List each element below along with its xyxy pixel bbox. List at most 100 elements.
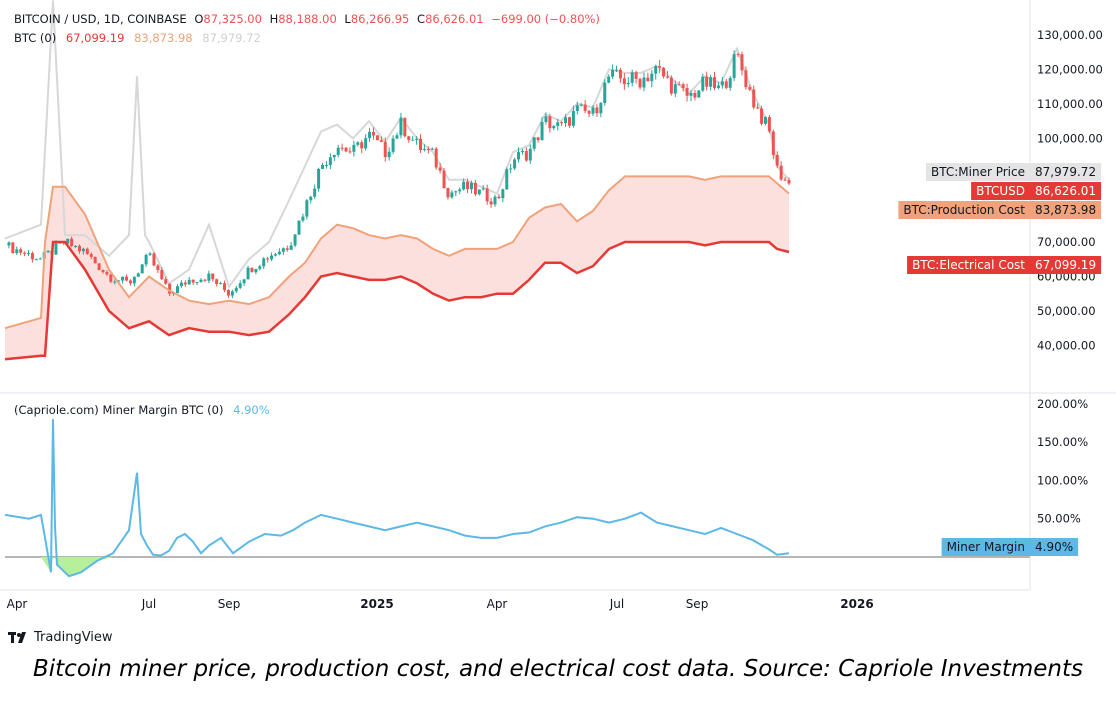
tradingview-brand[interactable]: TradingView xyxy=(8,630,113,645)
candle-body xyxy=(740,54,744,71)
candle-body xyxy=(187,279,191,285)
candle-body xyxy=(70,238,74,247)
candle-body xyxy=(317,168,321,189)
candle xyxy=(242,278,246,286)
candle-body xyxy=(473,182,477,195)
candle-body xyxy=(148,253,152,255)
candle-body xyxy=(434,148,438,168)
label-name-text: BTC:Electrical Cost xyxy=(912,258,1025,272)
candle-body xyxy=(669,77,673,94)
candle xyxy=(736,52,740,58)
margin-indicator-name[interactable]: (Capriole.com) Miner Margin BTC (0) xyxy=(14,403,223,417)
candle xyxy=(658,59,662,74)
candle xyxy=(156,264,160,274)
candle-body xyxy=(556,122,560,126)
candle xyxy=(493,194,497,207)
candle-body xyxy=(375,135,379,141)
candle xyxy=(556,118,560,131)
candle-body xyxy=(775,154,779,166)
candle xyxy=(46,250,50,254)
candle xyxy=(371,127,375,140)
candle-body xyxy=(223,283,227,291)
electrical-cost-line xyxy=(4,240,790,361)
candle xyxy=(238,280,242,290)
candle xyxy=(336,144,340,158)
candle xyxy=(756,103,760,110)
candle xyxy=(709,74,713,91)
candle xyxy=(273,252,277,257)
label-name-box xyxy=(941,538,1030,556)
candle xyxy=(324,161,328,169)
time-axis[interactable]: Apr Jul Sep 2025 Apr Jul Sep 2026 xyxy=(7,597,874,611)
label-name-box xyxy=(907,256,1030,274)
candle-body xyxy=(324,164,328,166)
candle-body xyxy=(426,149,430,151)
candle xyxy=(160,267,164,281)
indicator-miner-value: 87,979.72 xyxy=(202,31,261,45)
candle-body xyxy=(466,181,470,190)
candle xyxy=(426,146,430,154)
candle xyxy=(266,256,270,263)
candle-body xyxy=(658,66,662,68)
indicator-electrical-value: 67,099.19 xyxy=(66,31,125,45)
candle xyxy=(230,289,234,299)
candle-body xyxy=(77,245,81,252)
candle-body xyxy=(11,242,15,254)
candle-body xyxy=(34,259,38,261)
candle-body xyxy=(250,267,254,273)
candle xyxy=(89,252,93,260)
production-cost-line xyxy=(4,175,790,330)
candle xyxy=(520,148,524,155)
candle xyxy=(603,79,607,106)
legend-row-1[interactable]: BITCOIN / USD, 1D, COINBASE O87,325.00 H… xyxy=(14,12,600,26)
candle-body xyxy=(136,273,140,277)
candle-body xyxy=(281,248,285,252)
candle-body xyxy=(125,276,129,281)
candle-body xyxy=(415,138,419,140)
candle-body xyxy=(207,273,211,281)
candle-body xyxy=(211,273,215,280)
candle xyxy=(293,234,297,248)
label-value-box xyxy=(1030,182,1102,200)
candle xyxy=(618,68,622,83)
candle xyxy=(297,220,301,236)
candle xyxy=(399,112,403,139)
high-label: H xyxy=(270,12,279,26)
candle-body xyxy=(430,148,434,150)
candle xyxy=(446,187,450,200)
candle xyxy=(195,281,199,285)
candle xyxy=(313,184,317,199)
candle xyxy=(215,278,219,287)
candle xyxy=(434,146,438,170)
candle xyxy=(234,285,238,294)
candle-body xyxy=(587,110,591,114)
margin-axis[interactable]: 50.00% 100.00% 150.00% 200.00% xyxy=(1037,397,1088,526)
candle-body xyxy=(462,181,466,190)
tradingview-logo-icon xyxy=(8,631,26,643)
legend-row-2[interactable]: BTC (0) 67,099.19 83,873.98 87,979.72 xyxy=(14,31,261,45)
candle-body xyxy=(371,131,375,136)
indicator-name[interactable]: BTC (0) xyxy=(14,31,56,45)
candle xyxy=(132,276,136,287)
candle-body xyxy=(301,216,305,221)
candle xyxy=(38,257,42,260)
candle-body xyxy=(395,135,399,139)
candle-body xyxy=(164,279,168,284)
candle xyxy=(442,168,446,189)
candle xyxy=(650,70,654,88)
candle xyxy=(724,78,728,90)
candle xyxy=(626,76,630,88)
candle-body xyxy=(505,169,509,190)
candle-body xyxy=(748,87,752,90)
candle xyxy=(450,190,454,199)
candle-body xyxy=(144,254,148,265)
label-name-box xyxy=(971,182,1030,200)
close-value: 86,626.01 xyxy=(425,12,484,26)
symbol-title[interactable]: BITCOIN / USD, 1D, COINBASE xyxy=(14,12,187,26)
margin-legend[interactable]: (Capriole.com) Miner Margin BTC (0) 4.90… xyxy=(14,403,270,417)
candle xyxy=(105,270,109,276)
candle xyxy=(642,72,646,92)
time-axis-tick-label: Jul xyxy=(609,597,624,611)
candle xyxy=(262,256,266,270)
candle-body xyxy=(595,107,599,114)
